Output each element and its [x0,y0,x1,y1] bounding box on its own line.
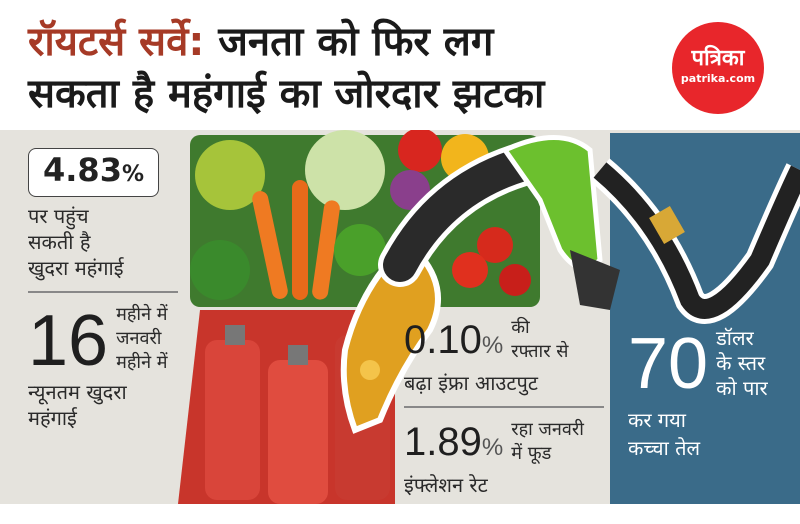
infra-row: 0.10% की रफ्तार से [404,316,604,370]
crude-text-line: कच्चा तेल [628,436,701,460]
crude-text-line: कर गया [628,408,686,432]
divider [404,406,604,408]
food-number: 1.89 [404,419,482,464]
crude-side-line: के स्तर [716,351,766,375]
headline-line2: सकता है महंगाई का जोरदार झटका [28,71,545,117]
retail-text-line: सकती है [28,230,91,254]
infra-unit: % [481,332,504,359]
logo-name: पत्रिका [691,46,745,71]
infra-number: 0.10 [404,318,482,362]
patrika-logo[interactable]: पत्रिका patrika.com [672,22,764,114]
headline: रॉयटर्स सर्वे: जनता को फिर लग सकता है मह… [28,16,656,120]
crude-value: 70 [628,324,709,404]
crude-side-text: डॉलर के स्तर को पार [716,326,768,401]
fuel-nozzle-image [378,135,800,324]
crude-stats-column: 70 डॉलर के स्तर को पार कर गया कच्चा तेल [628,326,796,462]
divider [28,291,178,293]
infra-text: बढ़ा इंफ्रा आउटपुट [404,371,538,395]
crude-side-line: डॉलर [716,326,754,350]
retail-value: 4.83 [43,151,122,189]
months-side-line: महीने में [116,303,168,325]
infra-side-line: की [511,317,530,338]
infra-side-line: रफ्तार से [511,341,569,362]
logo-site: patrika.com [680,72,756,85]
months-side-text: महीने में जनवरी महीने में [116,303,167,375]
crude-side-line: को पार [716,376,768,400]
retail-unit: % [121,162,144,187]
left-stats-column: 4.83% पर पहुंच सकती है खुदरा महंगाई 16 म… [28,148,178,431]
months-text: न्यूनतम खुदरा महंगाई [28,379,178,431]
retail-inflation-value: 4.83% [28,148,159,197]
months-text-line: न्यूनतम खुदरा [28,379,127,404]
crude-row: 70 डॉलर के स्तर को पार [628,326,796,402]
headline-accent: रॉयटर्स सर्वे: [28,19,205,65]
months-value: 16 [28,300,109,381]
crude-text: कर गया कच्चा तेल [628,406,796,462]
content-panel: 4.83% पर पहुंच सकती है खुदरा महंगाई 16 म… [0,130,800,504]
months-text-line: महंगाई [28,405,77,430]
months-side-line: महीने में [116,351,168,373]
food-text: इंफ्लेशन रेट [404,472,488,497]
food-side-line: में फूड [511,442,552,464]
retail-text-line: पर पहुंच [28,204,89,228]
retail-inflation-text: पर पहुंच सकती है खुदरा महंगाई [28,203,178,281]
headline-line1: जनता को फिर लग [204,19,494,65]
illustration [178,130,800,504]
months-row: 16 महीने में जनवरी महीने में [28,303,178,379]
food-side-text: रहा जनवरी में फूड [511,418,584,466]
middle-stats-column: 0.10% की रफ्तार से बढ़ा इंफ्रा आउटपुट 1.… [404,316,604,498]
food-unit: % [481,433,504,461]
fuel-splash-image [340,246,441,434]
retail-text-line: खुदरा महंगाई [28,256,124,280]
months-side-line: जनवरी [116,327,162,349]
food-value: 1.89% [404,418,503,472]
header: रॉयटर्स सर्वे: जनता को फिर लग सकता है मह… [0,0,800,130]
infra-value: 0.10% [404,316,503,370]
food-row: 1.89% रहा जनवरी में फूड [404,418,604,472]
food-side-line: रहा जनवरी [511,418,584,440]
infra-side-text: की रफ्तार से [511,316,568,364]
